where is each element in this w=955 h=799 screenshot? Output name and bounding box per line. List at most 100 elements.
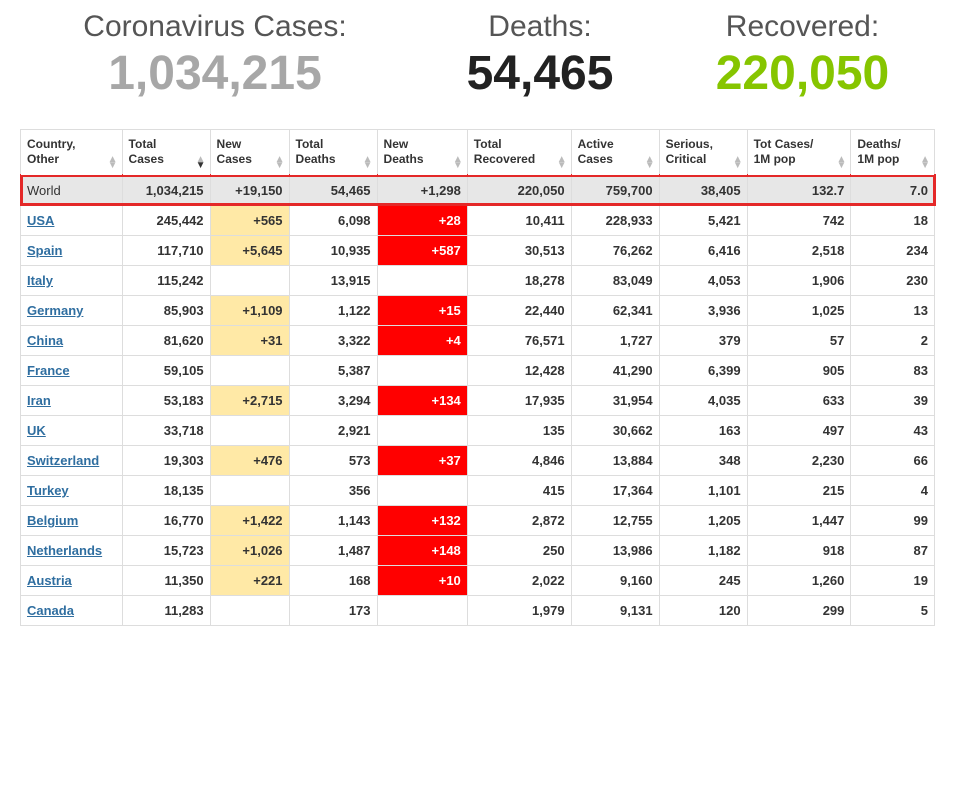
- world-row: World1,034,215+19,15054,465+1,298220,050…: [21, 175, 935, 205]
- column-header[interactable]: TotalCases ▲▼: [122, 129, 210, 175]
- sort-icon: ▲▼: [275, 157, 285, 169]
- country-cell: USA: [21, 205, 123, 235]
- cell-active-cases: 30,662: [571, 415, 659, 445]
- cell-active-cases: 13,986: [571, 535, 659, 565]
- cell-total-deaths: 5,387: [289, 355, 377, 385]
- cell-total-cases: 15,723: [122, 535, 210, 565]
- cell-cases-per-1m: 215: [747, 475, 851, 505]
- table-row: Spain117,710+5,64510,935+58730,51376,262…: [21, 235, 935, 265]
- country-link[interactable]: Spain: [27, 243, 62, 258]
- cell-total-recovered: 10,411: [467, 205, 571, 235]
- cell-deaths-per-1m: 2: [851, 325, 935, 355]
- cell-deaths-per-1m: 39: [851, 385, 935, 415]
- cell-deaths-per-1m: 7.0: [851, 175, 935, 205]
- table-row: USA245,442+5656,098+2810,411228,9335,421…: [21, 205, 935, 235]
- cell-deaths-per-1m: 83: [851, 355, 935, 385]
- cell-new-deaths: +10: [377, 565, 467, 595]
- country-link[interactable]: Switzerland: [27, 453, 99, 468]
- cell-total-cases: 16,770: [122, 505, 210, 535]
- country-link[interactable]: Austria: [27, 573, 72, 588]
- cell-active-cases: 17,364: [571, 475, 659, 505]
- column-header-label: Country,Other: [27, 137, 75, 167]
- country-cell: UK: [21, 415, 123, 445]
- country-cell: Spain: [21, 235, 123, 265]
- country-link[interactable]: Belgium: [27, 513, 78, 528]
- cell-new-deaths: [377, 475, 467, 505]
- country-link[interactable]: Canada: [27, 603, 74, 618]
- cell-total-deaths: 10,935: [289, 235, 377, 265]
- sort-icon: ▲▼: [108, 157, 118, 169]
- cell-new-deaths: +148: [377, 535, 467, 565]
- country-link[interactable]: Italy: [27, 273, 53, 288]
- cell-total-cases: 53,183: [122, 385, 210, 415]
- cell-total-recovered: 2,872: [467, 505, 571, 535]
- cell-total-recovered: 220,050: [467, 175, 571, 205]
- column-header[interactable]: Tot Cases/1M pop▲▼: [747, 129, 851, 175]
- column-header[interactable]: Country,Other ▲▼: [21, 129, 123, 175]
- cell-new-cases: +19,150: [210, 175, 289, 205]
- cell-active-cases: 228,933: [571, 205, 659, 235]
- column-header[interactable]: Serious,Critical▲▼: [659, 129, 747, 175]
- cell-new-cases: +221: [210, 565, 289, 595]
- table-row: Switzerland19,303+476573+374,84613,88434…: [21, 445, 935, 475]
- cell-serious-critical: 4,035: [659, 385, 747, 415]
- cell-total-deaths: 13,915: [289, 265, 377, 295]
- country-link[interactable]: Netherlands: [27, 543, 102, 558]
- cell-total-cases: 81,620: [122, 325, 210, 355]
- column-header[interactable]: TotalDeaths▲▼: [289, 129, 377, 175]
- cell-total-recovered: 30,513: [467, 235, 571, 265]
- country-link[interactable]: France: [27, 363, 70, 378]
- cell-total-deaths: 54,465: [289, 175, 377, 205]
- column-header[interactable]: NewDeaths▲▼: [377, 129, 467, 175]
- country-link[interactable]: USA: [27, 213, 54, 228]
- cell-active-cases: 83,049: [571, 265, 659, 295]
- cell-serious-critical: 348: [659, 445, 747, 475]
- cell-active-cases: 13,884: [571, 445, 659, 475]
- cell-serious-critical: 5,421: [659, 205, 747, 235]
- sort-icon: ▲▼: [196, 157, 206, 169]
- cell-new-cases: [210, 415, 289, 445]
- table-row: UK33,7182,92113530,66216349743: [21, 415, 935, 445]
- cell-serious-critical: 1,182: [659, 535, 747, 565]
- stat-deaths-label: Deaths:: [488, 10, 591, 44]
- cell-total-deaths: 1,122: [289, 295, 377, 325]
- country-link[interactable]: Germany: [27, 303, 83, 318]
- stat-cases: Coronavirus Cases: 1,034,215: [20, 10, 410, 101]
- cell-new-deaths: +132: [377, 505, 467, 535]
- cell-active-cases: 9,160: [571, 565, 659, 595]
- column-header[interactable]: NewCases ▲▼: [210, 129, 289, 175]
- country-link[interactable]: UK: [27, 423, 46, 438]
- cell-total-deaths: 6,098: [289, 205, 377, 235]
- cell-serious-critical: 6,416: [659, 235, 747, 265]
- cell-new-deaths: +1,298: [377, 175, 467, 205]
- cell-cases-per-1m: 2,230: [747, 445, 851, 475]
- cell-new-cases: +565: [210, 205, 289, 235]
- country-cell: China: [21, 325, 123, 355]
- column-header[interactable]: Deaths/1M pop▲▼: [851, 129, 935, 175]
- country-link[interactable]: China: [27, 333, 63, 348]
- column-header[interactable]: TotalRecovered▲▼: [467, 129, 571, 175]
- sort-icon: ▲▼: [363, 157, 373, 169]
- cell-cases-per-1m: 132.7: [747, 175, 851, 205]
- column-header[interactable]: ActiveCases▲▼: [571, 129, 659, 175]
- table-row: Belgium16,770+1,4221,143+1322,87212,7551…: [21, 505, 935, 535]
- cell-active-cases: 31,954: [571, 385, 659, 415]
- country-link[interactable]: Iran: [27, 393, 51, 408]
- stat-recovered: Recovered: 220,050: [670, 10, 935, 101]
- cell-new-cases: +5,645: [210, 235, 289, 265]
- cell-serious-critical: 245: [659, 565, 747, 595]
- cell-deaths-per-1m: 230: [851, 265, 935, 295]
- cell-new-cases: +1,422: [210, 505, 289, 535]
- column-header-label: TotalCases: [129, 137, 164, 167]
- cell-deaths-per-1m: 13: [851, 295, 935, 325]
- column-header-label: NewCases: [217, 137, 252, 167]
- cell-active-cases: 9,131: [571, 595, 659, 625]
- cell-total-recovered: 18,278: [467, 265, 571, 295]
- column-header-label: Serious,Critical: [666, 137, 713, 167]
- stat-cases-value: 1,034,215: [108, 48, 322, 101]
- country-link[interactable]: Turkey: [27, 483, 69, 498]
- cell-new-deaths: +28: [377, 205, 467, 235]
- table-body: World1,034,215+19,15054,465+1,298220,050…: [21, 175, 935, 625]
- cell-active-cases: 41,290: [571, 355, 659, 385]
- cell-serious-critical: 163: [659, 415, 747, 445]
